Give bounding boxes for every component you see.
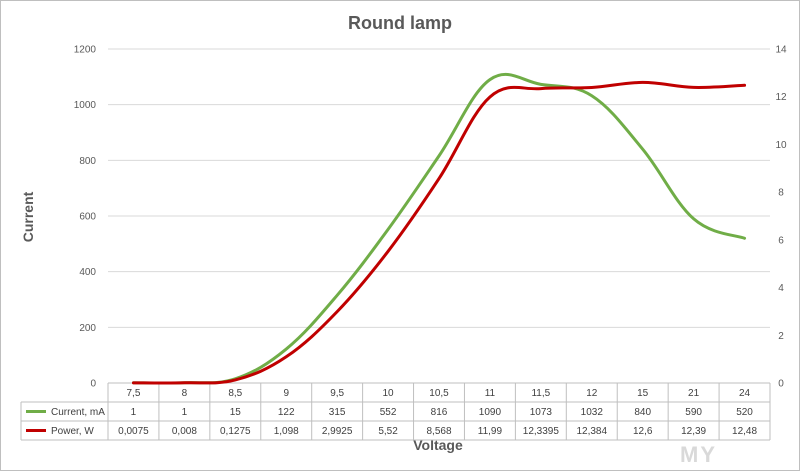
data-table-value: 590 [685, 407, 702, 418]
x-axis-title: Voltage [413, 437, 463, 453]
y2-tick-label: 14 [775, 45, 787, 56]
y2-tick-label: 6 [778, 235, 784, 246]
y2-tick-label: 8 [778, 188, 784, 199]
data-table-value: 1032 [581, 407, 604, 418]
data-table-value: 12,6 [633, 426, 653, 437]
legend-series-name: Current, mA [51, 407, 105, 418]
legend-series-name: Power, W [51, 426, 94, 437]
data-point [438, 154, 441, 157]
x-category-label: 12 [586, 388, 598, 399]
x-category-label: 10,5 [429, 388, 449, 399]
data-point [539, 87, 542, 90]
y-tick-label: 1000 [74, 100, 97, 111]
x-category-label: 8 [182, 388, 188, 399]
data-point [488, 78, 491, 81]
data-point [132, 381, 135, 384]
x-category-label: 9 [283, 388, 289, 399]
data-table-value: 5,52 [378, 426, 398, 437]
y2-tick-label: 0 [778, 379, 784, 390]
y-axis-title: Current [20, 191, 36, 242]
y-tick-label: 200 [79, 323, 96, 334]
data-table-value: 1073 [530, 407, 553, 418]
x-category-label: 11 [485, 388, 496, 399]
data-point [743, 237, 746, 240]
data-table-value: 1 [131, 407, 137, 418]
data-point [590, 86, 593, 89]
x-category-label: 15 [637, 388, 649, 399]
data-table-value: 15 [230, 407, 242, 418]
x-category-label: 9,5 [330, 388, 344, 399]
y2-tick-label: 12 [775, 92, 787, 103]
y-tick-label: 0 [90, 379, 96, 390]
data-table-value: 11,99 [478, 426, 503, 437]
x-category-label: 24 [739, 388, 751, 399]
data-point [183, 381, 186, 384]
data-table-value: 12,384 [576, 426, 607, 437]
watermark-logo: MY [680, 442, 717, 467]
x-category-label: 7,5 [127, 388, 141, 399]
y2-tick-label: 10 [775, 140, 787, 151]
data-point [387, 228, 390, 231]
x-category-label: 11,5 [531, 388, 550, 399]
series-line-power [131, 80, 747, 385]
data-table-value: 315 [329, 407, 346, 418]
data-point [488, 95, 491, 98]
data-table-value: 840 [634, 407, 651, 418]
data-point [387, 250, 390, 253]
data-point [539, 83, 542, 86]
data-point [641, 81, 644, 84]
data-table-value: 552 [380, 407, 397, 418]
data-table-value: 12,39 [681, 426, 706, 437]
chart-title: Round lamp [348, 13, 452, 33]
data-point [285, 348, 288, 351]
y2-tick-label: 4 [778, 283, 784, 294]
data-point [234, 378, 237, 381]
data-point [590, 94, 593, 97]
x-category-label: 21 [688, 388, 700, 399]
data-table-value: 520 [736, 407, 753, 418]
y-tick-label: 1200 [74, 45, 97, 56]
data-table-value: 122 [278, 407, 295, 418]
x-category-label: 10 [383, 388, 395, 399]
x-category-label: 8,5 [228, 388, 242, 399]
data-table-value: 816 [431, 407, 448, 418]
data-table-value: 1,098 [274, 426, 299, 437]
data-table-value: 8,568 [426, 426, 451, 437]
data-point [641, 148, 644, 151]
data-point [438, 177, 441, 180]
data-point [692, 86, 695, 89]
data-point [692, 217, 695, 220]
data-point [336, 294, 339, 297]
y-tick-label: 400 [79, 267, 96, 278]
data-point [285, 355, 288, 358]
y-tick-label: 600 [79, 212, 96, 223]
data-table-value: 0,0075 [118, 426, 149, 437]
data-table-value: 2,9925 [322, 426, 353, 437]
data-table-value: 0,008 [172, 426, 197, 437]
data-table-value: 12,3395 [523, 426, 560, 437]
data-table-value: 1 [182, 407, 188, 418]
data-point [336, 310, 339, 313]
y-tick-label: 800 [79, 156, 96, 167]
y2-tick-label: 2 [778, 331, 784, 342]
data-table-value: 12,48 [732, 426, 757, 437]
data-table-value: 0,1275 [220, 426, 251, 437]
series-line-current [131, 73, 747, 385]
data-point [743, 84, 746, 87]
data-table-value: 1090 [479, 407, 502, 418]
